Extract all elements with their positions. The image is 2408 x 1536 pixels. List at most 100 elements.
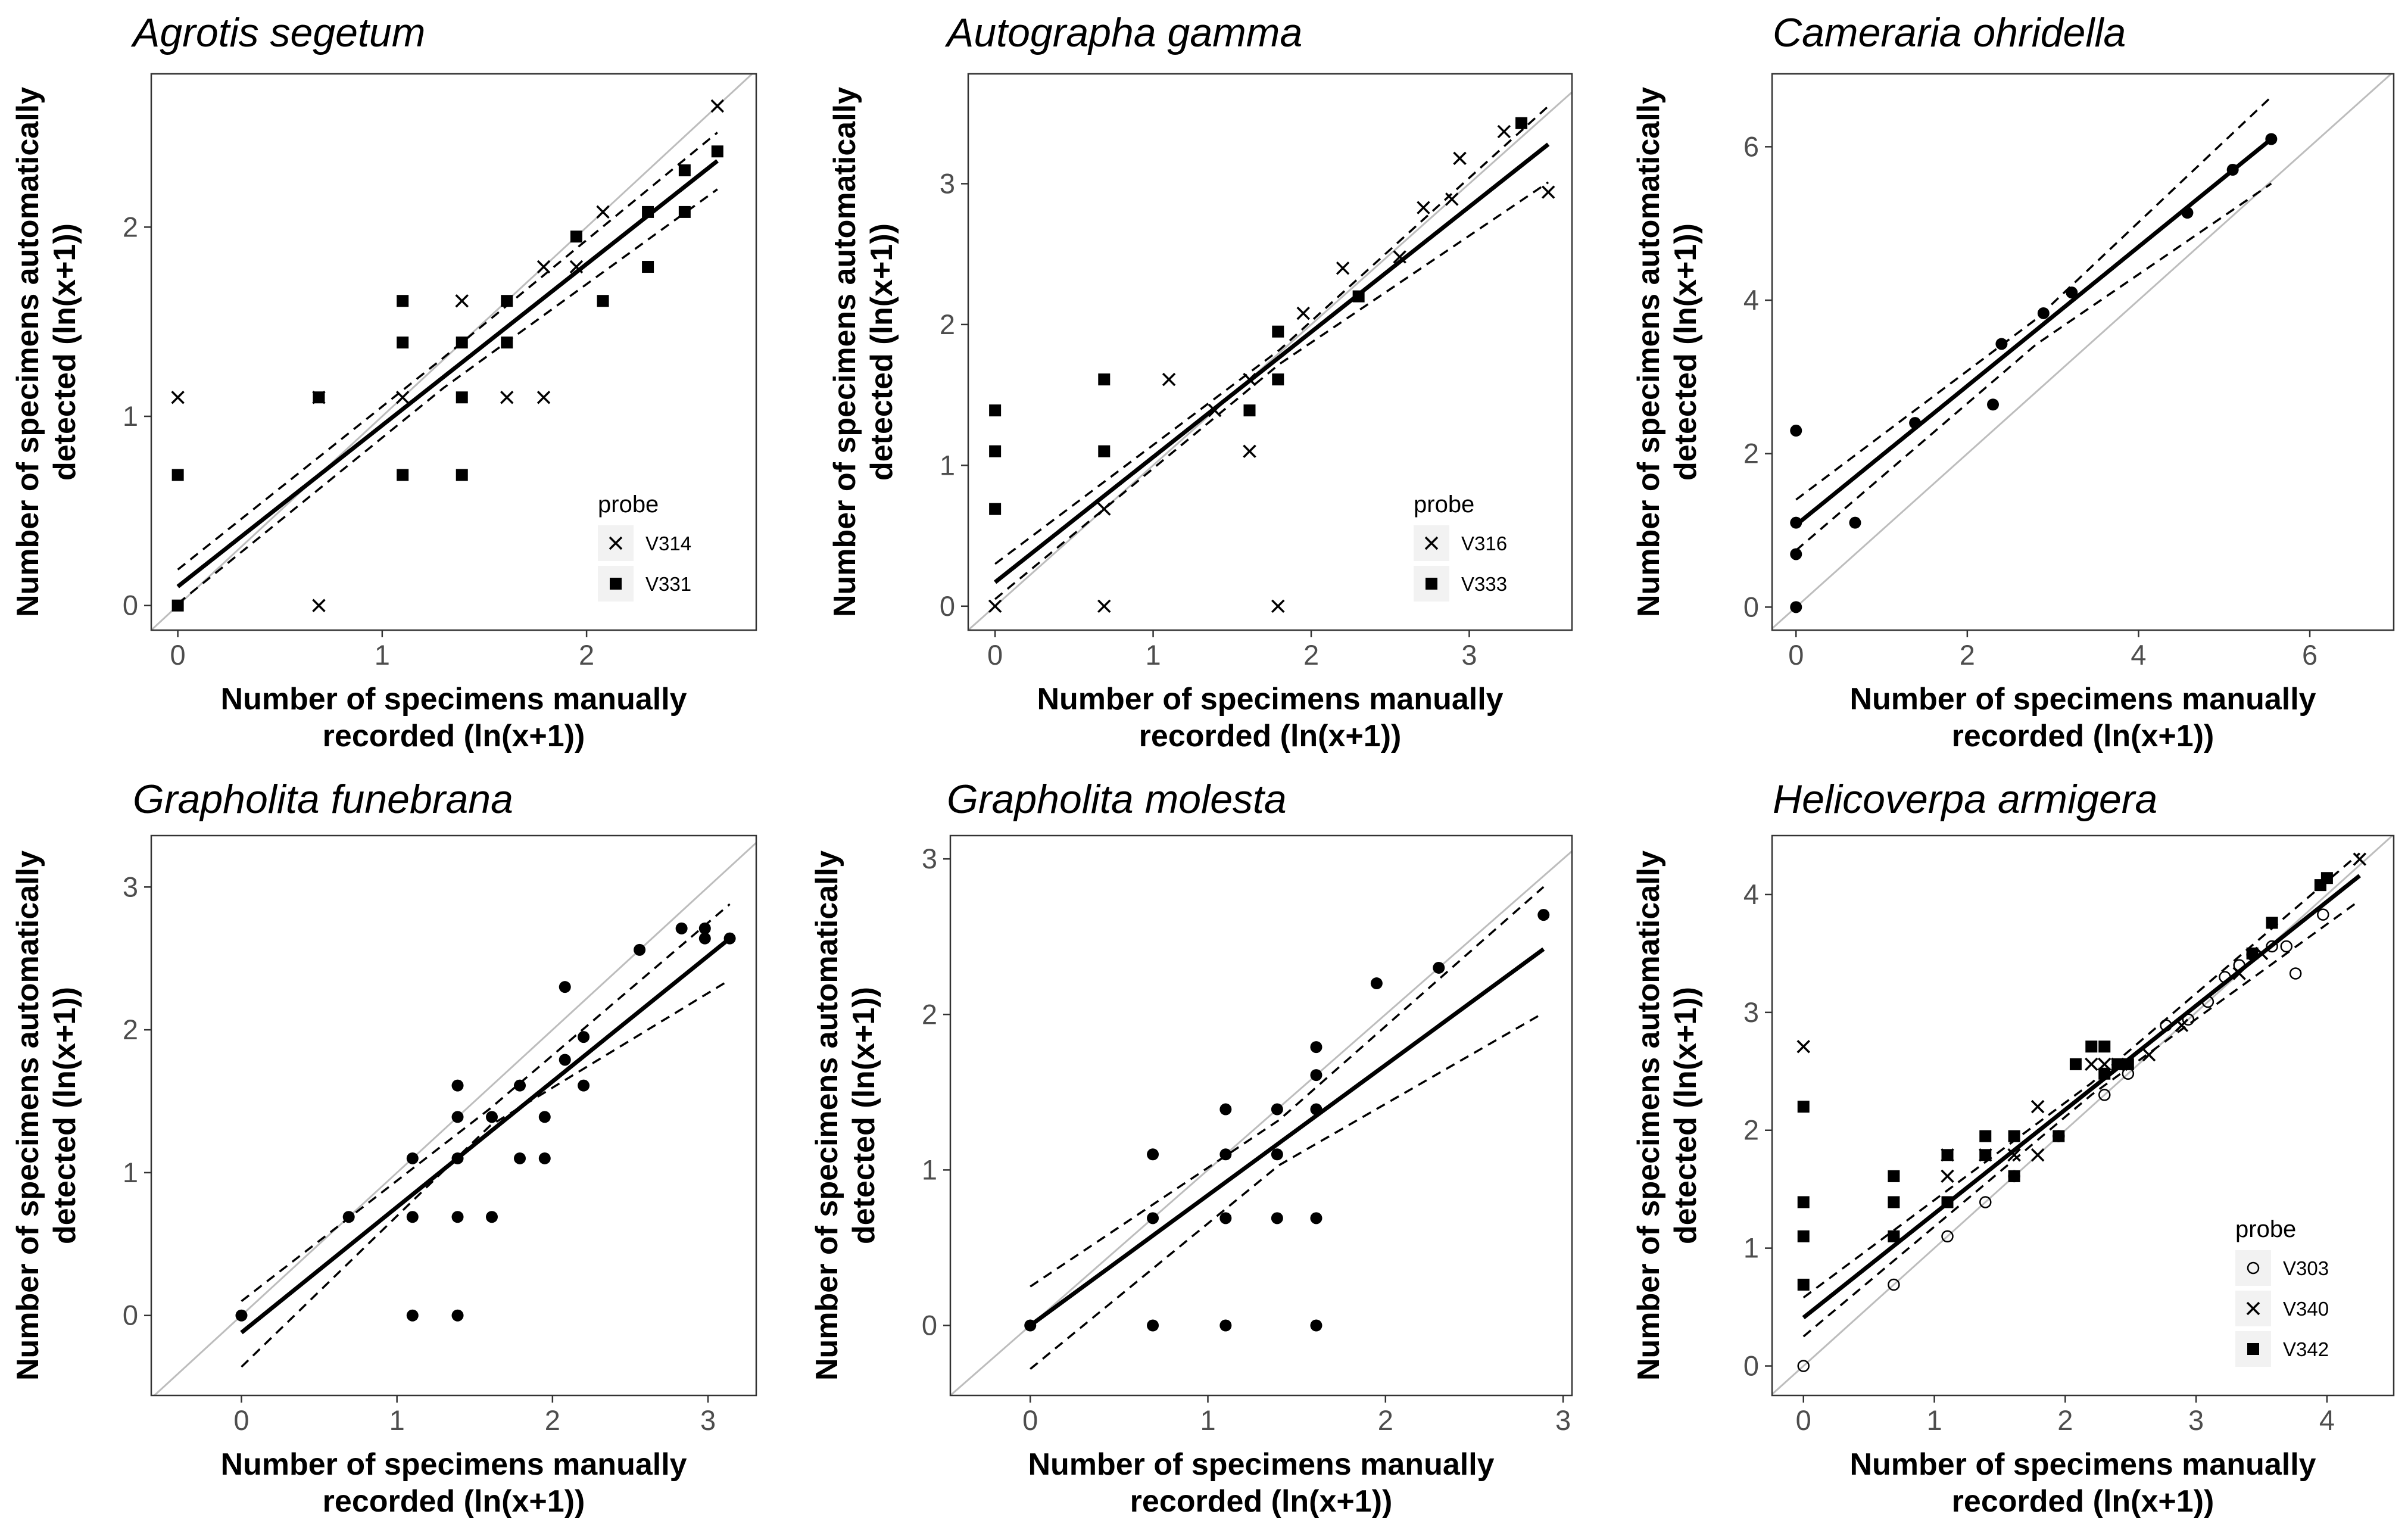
data-point [2320, 872, 2333, 884]
x-tick-label: 3 [2188, 1404, 2204, 1436]
x-axis-title: recorded (ln(x+1)) [1952, 1484, 2214, 1519]
x-tick-label: 0 [1788, 639, 1804, 671]
data-point [989, 404, 1002, 417]
data-point [1453, 151, 1467, 166]
y-tick-label: 0 [940, 590, 955, 622]
panel-title: Grapholita molesta [947, 777, 1287, 822]
confidence-lower-line [241, 979, 731, 1368]
y-tick-label: 2 [123, 1014, 138, 1045]
x-tick-label: 2 [1303, 639, 1319, 671]
plot-area [950, 850, 1572, 1395]
y-axis-title: Number of specimens automatically [810, 850, 844, 1381]
data-point [711, 145, 723, 158]
data-point [456, 337, 468, 349]
data-point [2111, 1058, 2124, 1070]
series-v333 [989, 117, 1528, 515]
data-point [171, 599, 184, 612]
data-point [2098, 1089, 2111, 1101]
data-point [1352, 290, 1365, 303]
panel-border [1771, 834, 2395, 1397]
data-point [2142, 1048, 2156, 1062]
data-point [1024, 1319, 1037, 1332]
y-axis-title: detected (ln(x+1)) [48, 223, 82, 481]
panel-border [150, 73, 757, 631]
data-point [312, 599, 326, 612]
data-point [537, 391, 551, 404]
y-axis-title: detected (ln(x+1)) [1668, 223, 1703, 481]
panel-6: 0 1 2 3 4 0 1 2 3 4 Helicoverpa armigera Number of … [1632, 777, 2395, 1519]
data-point [698, 932, 711, 945]
data-point [698, 922, 711, 934]
x-axis-title: Number of specimens manually [1028, 1447, 1494, 1482]
data-point [171, 469, 184, 481]
data-point [1243, 404, 1256, 417]
y-tick-label: 1 [940, 449, 955, 481]
legend: probe V303 V340 V342 [2233, 1213, 2376, 1380]
data-point [395, 391, 410, 404]
data-point [2037, 307, 2050, 319]
legend-label: V303 [2283, 1257, 2329, 1279]
data-point [988, 599, 1002, 613]
x-axis-title: Number of specimens manually [1037, 682, 1503, 716]
plot-background [1772, 74, 2394, 630]
legend-label: V316 [1461, 532, 1507, 554]
legend-key-square-icon [1426, 578, 1437, 590]
y-tick-label: 1 [123, 1157, 138, 1188]
data-point [2160, 1019, 2172, 1032]
data-point [397, 469, 409, 481]
legend-key-x-icon [2246, 1301, 2260, 1316]
data-point [1219, 1212, 1232, 1225]
data-point [2232, 967, 2246, 980]
panel-title: Grapholita funebrana [133, 777, 513, 822]
series-v331 [171, 145, 723, 612]
legend: probe V314 V331 [595, 488, 738, 615]
data-point [1219, 1319, 1232, 1332]
x-tick-label: 4 [2319, 1404, 2335, 1436]
y-tick-label: 1 [1743, 1232, 1759, 1264]
data-point [2008, 1170, 2020, 1182]
data-point [538, 1111, 551, 1123]
data-point [1979, 1196, 1992, 1208]
x-tick-label: 1 [389, 1404, 405, 1436]
confidence-lower-line [177, 188, 718, 605]
data-point [1797, 1230, 1810, 1242]
data-point [2030, 1148, 2045, 1162]
data-point [501, 337, 513, 349]
data-point [1147, 1212, 1159, 1225]
data-point [597, 295, 609, 307]
panel-border [967, 73, 1573, 631]
x-axis-title: Number of specimens manually [220, 1447, 687, 1482]
y-tick-label: 4 [1743, 878, 1759, 910]
data-point [1445, 192, 1459, 206]
x-tick-label: 6 [2302, 639, 2317, 671]
panel-1: 0 1 2 0 1 2 Agrotis segetum Number of specimens… [11, 10, 757, 753]
confidence-upper-line [1795, 96, 2272, 501]
data-point [559, 981, 571, 993]
data-point [1272, 325, 1284, 338]
data-point [2219, 971, 2231, 983]
legend-label: V340 [2283, 1298, 2329, 1320]
data-point [1243, 372, 1256, 387]
data-point [675, 922, 688, 934]
plot-area [968, 91, 1572, 630]
data-point [313, 391, 325, 404]
data-point [1941, 1149, 1954, 1161]
data-point [1790, 516, 1802, 529]
y-tick-label: 2 [123, 211, 138, 242]
data-point [455, 294, 469, 308]
data-point [2030, 1099, 2045, 1114]
data-point [1790, 601, 1802, 613]
regression-line [993, 142, 1550, 584]
data-point [989, 445, 1002, 457]
identity-line [968, 91, 1572, 630]
legend: probe V316 V333 [1411, 488, 1554, 615]
data-point [1941, 1230, 1954, 1243]
y-tick-label: 4 [1743, 284, 1759, 316]
panel-title: Helicoverpa armigera [1773, 777, 2157, 822]
data-point [1097, 502, 1111, 516]
data-point [514, 1079, 526, 1092]
data-point [989, 503, 1002, 515]
data-point [1497, 124, 1511, 139]
y-axis-title: detected (ln(x+1)) [847, 987, 881, 1244]
data-point [2353, 852, 2367, 866]
